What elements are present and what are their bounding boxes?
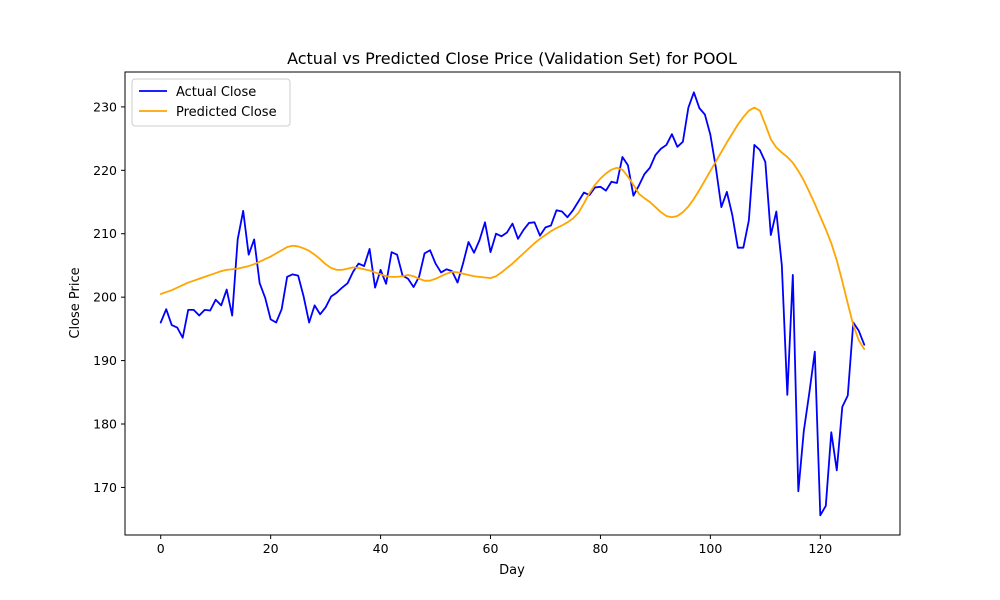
x-tick-label: 100 xyxy=(698,541,722,556)
series-line-actual-close xyxy=(159,91,866,517)
y-tick-label: 180 xyxy=(93,417,117,432)
x-tick-label: 0 xyxy=(157,541,165,556)
legend-box xyxy=(131,78,291,127)
legend: Actual Close Predicted Close xyxy=(131,78,291,127)
y-tick-label: 230 xyxy=(93,99,117,114)
x-tick-label: 20 xyxy=(263,541,279,556)
legend-label-predicted-close: Predicted Close xyxy=(176,105,277,120)
y-tick-label: 190 xyxy=(93,353,117,368)
x-axis-label: Day xyxy=(499,563,525,578)
x-tick-label: 120 xyxy=(808,541,832,556)
series-line-predicted-close xyxy=(159,106,866,351)
legend-label-actual-close: Actual Close xyxy=(176,85,256,100)
plot-lines xyxy=(159,91,866,517)
plot-area-frame xyxy=(124,71,901,536)
x-tick-label: 60 xyxy=(483,541,499,556)
x-tick-label: 80 xyxy=(592,541,608,556)
x-tick-label: 40 xyxy=(373,541,389,556)
chart-title: Actual vs Predicted Close Price (Validat… xyxy=(287,49,737,68)
y-axis: 170 180 190 200 210 220 230 xyxy=(93,99,125,495)
y-axis-label: Close Price xyxy=(68,267,83,338)
x-axis: 0 20 40 60 80 100 120 xyxy=(157,535,832,556)
y-tick-label: 210 xyxy=(93,226,117,241)
y-tick-label: 200 xyxy=(93,290,117,305)
y-tick-label: 220 xyxy=(93,163,117,178)
y-tick-label: 170 xyxy=(93,480,117,495)
